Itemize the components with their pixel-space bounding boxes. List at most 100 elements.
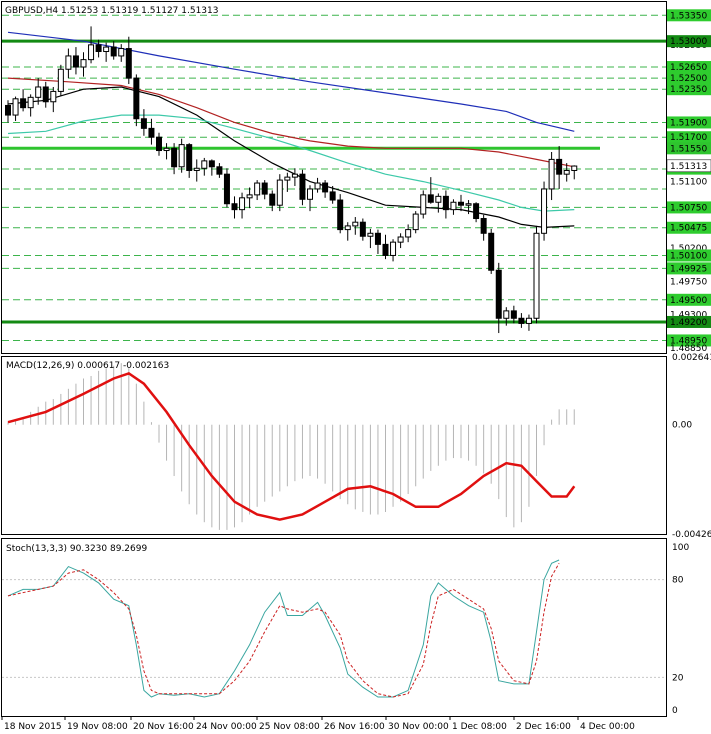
- price-tick-label: 1.50200: [670, 244, 707, 254]
- candle-body: [178, 144, 185, 168]
- candle-body: [473, 203, 480, 220]
- current-price-label: 1.51313: [670, 162, 707, 172]
- candle-body: [541, 188, 548, 234]
- candle-body: [201, 160, 208, 169]
- current-price-box: [666, 159, 711, 173]
- candle-body: [284, 176, 291, 181]
- price-tick-label: 1.48950: [670, 336, 707, 346]
- level-label-box: [667, 315, 711, 328]
- candle-body: [405, 229, 412, 238]
- candle-body: [208, 160, 215, 168]
- price-tick-label: 1.50100: [670, 251, 707, 261]
- macd-tick-label: 0.00: [672, 421, 692, 431]
- price-label-box: [667, 9, 711, 22]
- candle-body: [442, 195, 449, 211]
- candle-body: [140, 118, 147, 129]
- macd-layer: [7, 363, 576, 530]
- candle-body: [261, 182, 268, 195]
- candle-body: [118, 48, 125, 57]
- candle-body: [291, 173, 298, 178]
- candle-body: [276, 179, 283, 206]
- macd-tick-label: 0.002641: [672, 353, 711, 363]
- candle-body: [186, 144, 193, 171]
- candle-body: [397, 236, 404, 243]
- axis-layer: 1.533501.529501.526501.525001.523501.519…: [1, 9, 711, 732]
- price-tick-label: 1.49500: [670, 296, 707, 306]
- candle-body: [503, 310, 510, 319]
- candle-body: [57, 68, 64, 92]
- price-tick-label: 1.50475: [670, 224, 707, 234]
- candle-body: [571, 165, 578, 171]
- stoch-title: Stoch(13,3,3) 90.3230 89.2699: [6, 544, 147, 554]
- candle-body: [329, 191, 336, 201]
- candle-body: [223, 173, 230, 205]
- moving-average-3: [7, 114, 575, 212]
- candle-body: [556, 158, 563, 175]
- stoch-tick-label: 20: [672, 673, 684, 683]
- stoch-panel: [1, 538, 667, 717]
- price-tick-label: 1.51700: [670, 133, 707, 143]
- x-tick-label: 24 Nov 00:00: [196, 722, 257, 732]
- candle-body: [110, 46, 117, 57]
- candle-body: [231, 203, 238, 211]
- stoch-tick-label: 0: [672, 706, 678, 716]
- x-tick-label: 18 Nov 2015: [4, 722, 62, 732]
- macd-signal-line: [7, 372, 576, 521]
- candle-body: [80, 59, 87, 68]
- price-tick-label: 1.51900: [670, 118, 707, 128]
- candle-body: [20, 98, 27, 109]
- macd-tick-label: -0.004262: [672, 530, 711, 540]
- price-label-box: [667, 334, 711, 347]
- candle-body: [314, 182, 321, 190]
- candle-body: [42, 86, 49, 103]
- candle-body: [193, 167, 200, 171]
- candle-body: [5, 104, 11, 116]
- candle-body: [359, 221, 366, 237]
- candle-body: [88, 44, 95, 61]
- price-label-box: [667, 61, 711, 74]
- candle-body: [216, 166, 223, 175]
- candle-body: [450, 201, 457, 211]
- price-label-box: [667, 221, 711, 234]
- candle-body: [269, 193, 276, 206]
- stoch-line-0: [7, 559, 560, 698]
- price-label-box: [667, 72, 711, 85]
- macd-title: MACD(12,26,9) 0.000617 -0.002163: [6, 361, 169, 371]
- x-tick-label: 20 Nov 16:00: [133, 722, 194, 732]
- stoch-line-1: [7, 563, 560, 698]
- candle-body: [390, 241, 397, 256]
- price-title: GBPUSD,H4 1.51253 1.51319 1.51127 1.5131…: [5, 6, 218, 16]
- candle-body: [480, 218, 487, 234]
- price-panel: [1, 1, 667, 354]
- price-tick-label: 1.48850: [670, 344, 707, 354]
- price-tick-label: 1.50750: [670, 203, 707, 213]
- x-tick-label: 2 Dec 16:00: [516, 722, 571, 732]
- candle-body: [374, 232, 381, 245]
- stoch-layer: [2, 559, 666, 698]
- candle-body: [495, 269, 502, 319]
- x-tick-label: 1 Dec 08:00: [452, 722, 507, 732]
- candle-body: [125, 48, 132, 79]
- candle-body: [518, 317, 525, 324]
- candle-body: [65, 55, 72, 70]
- price-layer: [2, 14, 666, 341]
- candle-body: [12, 98, 19, 116]
- x-tick-label: 19 Nov 08:00: [67, 722, 128, 732]
- x-tick-label: 30 Nov 00:00: [388, 722, 449, 732]
- stoch-tick-label: 100: [672, 543, 689, 553]
- candle-body: [148, 127, 155, 138]
- candle-body: [420, 194, 427, 215]
- level-label-box: [667, 142, 711, 155]
- candle-body: [458, 201, 464, 206]
- moving-average-2: [7, 86, 575, 229]
- candle-body: [239, 197, 246, 211]
- price-label-box: [667, 293, 711, 306]
- candle-body: [322, 182, 329, 193]
- x-tick-label: 25 Nov 08:00: [259, 722, 320, 732]
- price-label-box: [667, 83, 711, 96]
- candle-body: [156, 136, 162, 152]
- candle-body: [435, 195, 442, 203]
- level-label: 1.49200: [670, 318, 707, 328]
- level-label-box: [667, 35, 711, 48]
